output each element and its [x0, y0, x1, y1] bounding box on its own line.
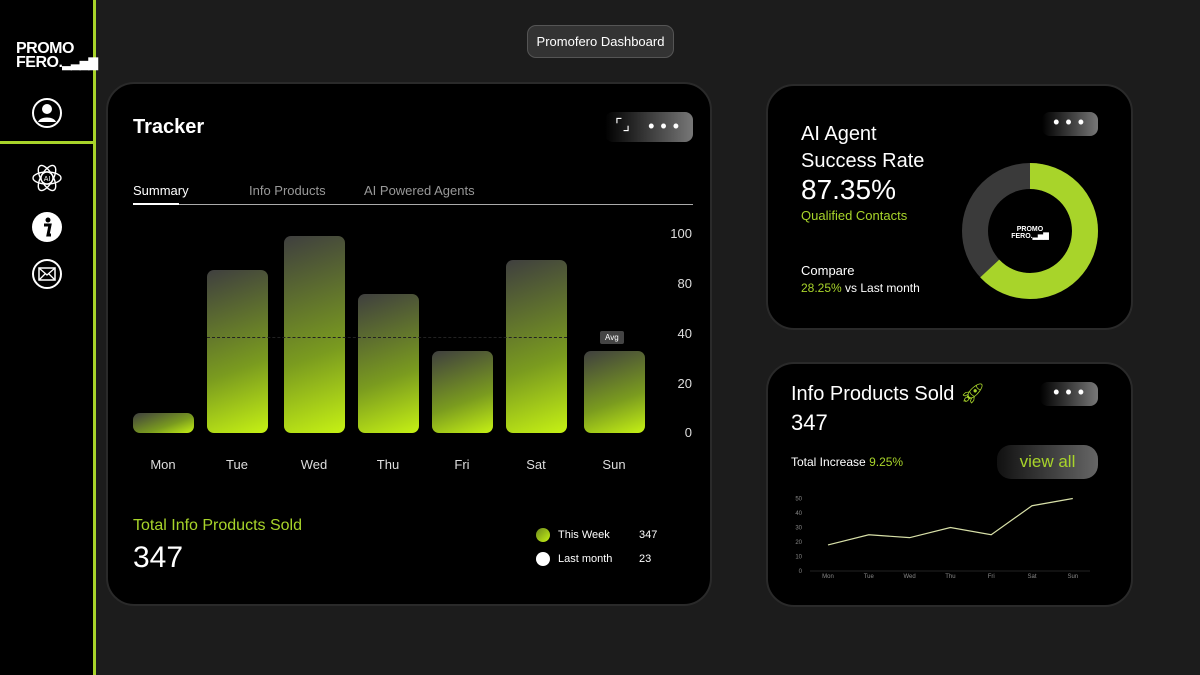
legend-this-week-value: 347	[639, 529, 658, 541]
bar-thu[interactable]	[358, 293, 419, 433]
mail-icon[interactable]	[31, 258, 63, 290]
bar-wed[interactable]	[284, 235, 345, 433]
line-x-label: Thu	[945, 574, 955, 580]
y-tick: 20	[677, 376, 692, 391]
line-y-tick: 30	[795, 526, 802, 532]
x-label: Wed	[300, 457, 328, 472]
compare-value: 28.25%	[801, 281, 842, 295]
rocket-icon: 🚀︎	[960, 383, 986, 405]
sidebar: PROMO FERO.▂▃▅▇ AI	[0, 0, 98, 675]
avg-line	[207, 337, 567, 339]
legend-this-week-swatch	[536, 528, 550, 542]
line-x-label: Sat	[1027, 574, 1036, 580]
bar-sun[interactable]	[584, 351, 645, 433]
total-value: 347	[133, 541, 184, 574]
line-x-label: Tue	[864, 574, 875, 580]
sales-line	[827, 497, 1073, 546]
donut-fill	[962, 163, 1098, 299]
x-label: Thu	[376, 457, 400, 472]
x-label: Mon	[150, 457, 176, 472]
line-x-label: Sun	[1067, 574, 1078, 580]
line-x-label: Mon	[822, 574, 834, 580]
line-y-tick: 10	[795, 555, 802, 561]
line-y-tick: 50	[795, 497, 802, 503]
info-icon[interactable]	[31, 211, 63, 243]
tab-summary[interactable]: Summary	[133, 183, 189, 198]
svg-text:AI: AI	[44, 176, 51, 183]
legend-last-month-label: Last month	[558, 553, 613, 565]
view-all-button[interactable]: view all	[997, 445, 1098, 479]
donut-logo: PROMO	[1017, 226, 1044, 233]
sold-menu-button[interactable]: •••	[1040, 382, 1098, 406]
increase-value: 9.25%	[869, 455, 904, 469]
tabs-underline	[133, 204, 693, 205]
y-tick: 40	[677, 326, 692, 341]
sold-title-text: Info Products Sold	[791, 383, 955, 405]
compare-suffix: vs Last month	[845, 281, 920, 295]
success-donut: PROMO FERO.▂▅▇	[962, 163, 1098, 299]
x-label: Tue	[226, 457, 248, 472]
expand-icon[interactable]: ⌜⌟	[615, 117, 630, 134]
compare-label: Compare	[801, 263, 855, 278]
line-x-label: Wed	[903, 574, 915, 580]
avg-badge: Avg	[600, 331, 624, 344]
sold-title: Info Products Sold 🚀︎	[791, 381, 985, 406]
y-tick: 100	[670, 226, 692, 241]
tab-info-products[interactable]: Info Products	[249, 183, 326, 198]
agent-title-line2: Success Rate	[801, 150, 925, 172]
agent-menu-button[interactable]: •••	[1042, 112, 1098, 136]
sold-value: 347	[791, 410, 828, 435]
legend-last-month-swatch	[536, 552, 550, 566]
x-label: Fri	[454, 457, 470, 472]
user-icon[interactable]	[31, 97, 63, 129]
increase-text: Total Increase 9.25%	[791, 455, 903, 469]
tab-ai-powered-agents[interactable]: AI Powered Agents	[364, 183, 475, 198]
agent-rate-label: Qualified Contacts	[801, 208, 908, 223]
active-tab-indicator	[133, 203, 179, 205]
bar-sat[interactable]	[506, 259, 567, 433]
legend-last-month-value: 23	[639, 553, 652, 565]
bar-tue[interactable]	[207, 269, 268, 433]
line-x-label: Fri	[988, 574, 995, 580]
tracker-title: Tracker	[133, 116, 205, 138]
x-label: Sat	[526, 457, 546, 472]
sidebar-divider	[0, 141, 93, 144]
total-label: Total Info Products Sold	[133, 517, 302, 534]
line-chart: 50 40 30 20 10 0 Mon Tue Wed Thu Fri Sat Sun	[795, 497, 1090, 580]
agent-title: AI Agent Success Rate	[801, 121, 924, 175]
compare-text: 28.25% vs Last month	[801, 281, 920, 295]
y-tick: 0	[684, 425, 692, 440]
legend-this-week-label: This Week	[558, 529, 610, 541]
line-y-tick: 40	[795, 511, 802, 517]
line-y-tick: 0	[799, 569, 803, 575]
y-tick: 80	[677, 276, 692, 291]
donut-logo-2: FERO.▂▅▇	[1011, 232, 1049, 240]
bar-mon[interactable]	[133, 413, 194, 433]
x-label: Sun	[602, 457, 626, 472]
increase-label: Total Increase	[791, 455, 866, 469]
agent-title-line1: AI Agent	[801, 123, 877, 145]
dashboard-title: Promofero Dashboard	[527, 25, 674, 58]
ai-atom-icon[interactable]: AI	[31, 162, 63, 194]
bar-fri[interactable]	[432, 351, 493, 433]
promofero-logo: PROMO FERO.▂▃▅▇	[16, 40, 98, 71]
line-y-tick: 20	[795, 540, 802, 546]
tracker-menu-button[interactable]: ⌜⌟ •••	[605, 112, 693, 142]
agent-rate: 87.35%	[801, 174, 896, 205]
